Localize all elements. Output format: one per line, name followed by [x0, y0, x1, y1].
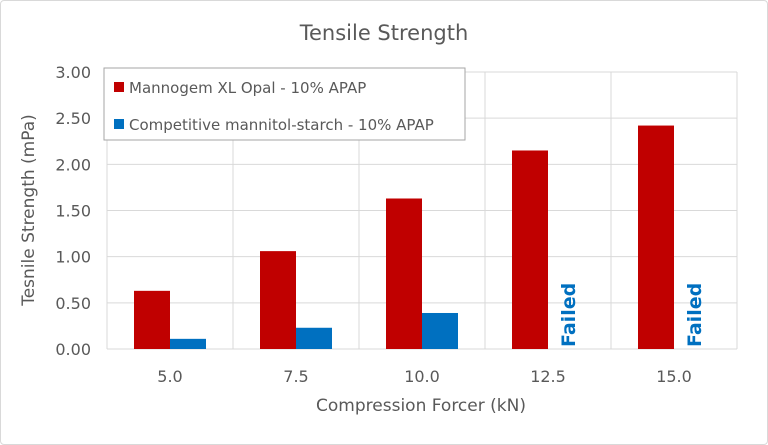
bar-competitive: [170, 338, 206, 349]
x-tick-label: 10.0: [404, 367, 440, 386]
y-tick-label: 0.50: [55, 294, 91, 313]
legend-entry: Competitive mannitol-starch - 10% APAP: [129, 116, 434, 134]
y-tick-label: 1.00: [55, 248, 91, 267]
bar-mannogem: [386, 198, 422, 349]
bars: [134, 125, 674, 349]
y-tick-label: 2.00: [55, 155, 91, 174]
bar-mannogem: [512, 150, 548, 349]
y-tick-label: 2.50: [55, 109, 91, 128]
y-tick-label: 1.50: [55, 202, 91, 221]
x-tick-label: 12.5: [530, 367, 566, 386]
x-axis-label: Compression Forcer (kN): [316, 396, 526, 416]
legend-swatch: [114, 119, 124, 129]
x-tick-label: 5.0: [157, 367, 182, 386]
y-axis-label: Tesnile Strength (mPa): [19, 114, 39, 307]
y-tick-label: 0.00: [55, 340, 91, 359]
legend: Mannogem XL Opal - 10% APAP Competitive m…: [103, 67, 466, 141]
failed-annotation: Failed: [684, 283, 706, 347]
bar-competitive: [422, 312, 458, 349]
y-tick-label: 3.00: [55, 63, 91, 82]
bar-mannogem: [260, 251, 296, 349]
legend-swatch: [114, 82, 124, 92]
x-tick-labels: 5.0 7.5 10.0 12.5 15.0: [157, 367, 692, 386]
bar-mannogem: [134, 290, 170, 349]
y-tick-labels: 0.00 0.50 1.00 1.50 2.00 2.50 3.00: [55, 63, 91, 359]
failed-annotation: Failed: [558, 283, 580, 347]
bar-mannogem: [638, 125, 674, 349]
bar-competitive: [296, 327, 332, 349]
x-tick-label: 7.5: [283, 367, 308, 386]
x-tick-label: 15.0: [656, 367, 692, 386]
legend-box: [103, 67, 466, 141]
legend-entry: Mannogem XL Opal - 10% APAP: [129, 79, 366, 97]
annotations: Failed Failed: [558, 283, 706, 347]
chart-title: Tensile Strength: [299, 21, 469, 45]
